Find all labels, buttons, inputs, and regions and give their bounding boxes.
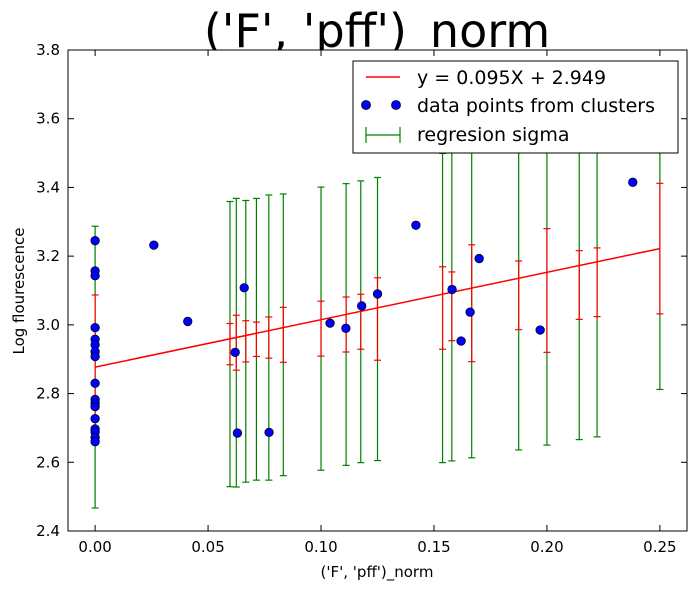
data-point-17: [149, 240, 159, 250]
y-tick-label-7: 3.8: [36, 41, 60, 59]
x-tick-label-2: 0.10: [304, 538, 337, 556]
x-axis-label: ('F', 'pff')_norm: [321, 563, 434, 582]
data-point-18: [183, 316, 193, 327]
y-tick-label-1: 2.6: [36, 453, 60, 471]
y-tick-label-3: 3.0: [36, 316, 60, 334]
legend: y = 0.095X + 2.949 data points from clus…: [352, 60, 679, 154]
y-tick-label-6: 3.6: [36, 110, 60, 128]
data-point-26: [372, 289, 383, 299]
data-point-0: [90, 236, 100, 246]
data-point-27: [411, 220, 421, 230]
plot-frame: [67, 49, 688, 532]
data-point-3: [90, 322, 100, 333]
y-tick-label-4: 3.2: [36, 247, 60, 265]
data-point-24: [341, 323, 351, 333]
data-point-32: [535, 325, 545, 335]
y-tick-label-0: 2.4: [36, 522, 60, 540]
data-point-30: [465, 307, 475, 317]
data-point-25: [357, 301, 367, 311]
legend-errorbar-label: regresion sigma: [417, 124, 570, 146]
legend-point-swatch-2: [391, 100, 401, 110]
y-tick-label-2: 2.8: [36, 385, 60, 403]
x-tick-label-1: 0.05: [191, 538, 224, 556]
data-point-23: [325, 318, 335, 328]
regression-line: [94, 247, 661, 368]
y-axis-label: Log flourescence: [10, 227, 28, 354]
legend-points-label: data points from clusters: [417, 95, 655, 117]
data-point-31: [474, 253, 484, 264]
legend-box: [352, 60, 679, 154]
x-tick-label-3: 0.15: [417, 538, 450, 556]
x-tick-label-4: 0.20: [530, 538, 563, 556]
chart-title: ('F', 'pff')_norm: [204, 4, 550, 58]
data-point-21: [239, 283, 249, 293]
data-point-11: [90, 401, 100, 412]
data-point-29: [456, 336, 466, 346]
data-point-16: [90, 437, 100, 447]
data-point-22: [264, 427, 274, 438]
ticks-group: 0.00 0.05 0.10 0.15 0.20 0.25 2.4 2.6 2.8 3.0 3.2 3…: [36, 41, 687, 556]
data-point-28: [447, 284, 457, 295]
data-point-2: [90, 271, 100, 281]
data-point-33: [628, 177, 638, 187]
data-point-7: [90, 351, 100, 362]
regression-line-group: [94, 247, 661, 368]
legend-point-swatch-1: [361, 100, 371, 110]
data-point-8: [90, 378, 100, 388]
error-bars-group: [91, 107, 664, 509]
y-tick-label-5: 3.4: [36, 178, 60, 196]
data-point-12: [90, 414, 100, 424]
data-points-group: [90, 177, 638, 447]
data-point-19: [230, 347, 240, 357]
data-point-20: [232, 428, 243, 438]
x-tick-label-5: 0.25: [643, 538, 676, 556]
x-tick-label-0: 0.00: [78, 538, 111, 556]
legend-regression-label: y = 0.095X + 2.949: [417, 67, 606, 89]
